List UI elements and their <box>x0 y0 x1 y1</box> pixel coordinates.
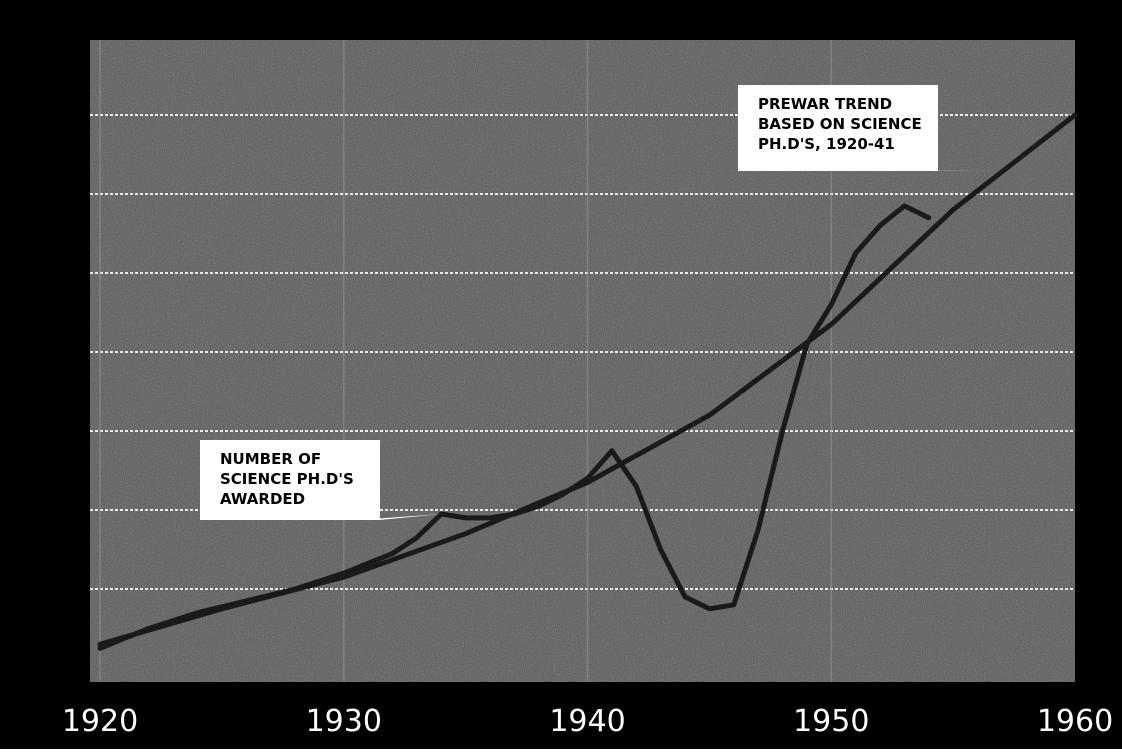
annotation-label-1: NUMBER OF SCIENCE PH.D'S AWARDED <box>200 440 442 520</box>
x-tick-label: 1930 <box>306 704 382 739</box>
x-tick-label: 1960 <box>1037 704 1113 739</box>
annotation-text-line: PH.D'S, 1920-41 <box>758 135 895 153</box>
annotation-label-2: PREWAR TREND BASED ON SCIENCE PH.D'S, 1920… <box>738 85 1002 171</box>
x-tick-label: 1940 <box>549 704 625 739</box>
annotation-text-line: NUMBER OF <box>220 450 321 468</box>
x-tick-label: 1920 <box>62 704 138 739</box>
annotation-text-line: BASED ON SCIENCE <box>758 115 922 133</box>
series-line-2 <box>97 112 1078 647</box>
annotation-pointer <box>918 170 1002 171</box>
series-line-1 <box>97 203 932 651</box>
x-tick-label: 1950 <box>793 704 869 739</box>
x-axis-tick-labels: 1920 1930 1940 1950 1960 <box>62 704 1113 739</box>
annotation-pointer <box>360 513 442 520</box>
series-lines <box>97 112 1078 651</box>
annotations: NUMBER OF SCIENCE PH.D'S AWARDED PREWAR TRE… <box>200 85 1002 520</box>
annotation-box <box>738 85 938 171</box>
annotation-text-line: SCIENCE PH.D'S <box>220 470 354 488</box>
annotation-box <box>200 440 380 520</box>
annotation-text-line: PREWAR TREND <box>758 95 892 113</box>
annotation-text-line: AWARDED <box>220 490 305 508</box>
